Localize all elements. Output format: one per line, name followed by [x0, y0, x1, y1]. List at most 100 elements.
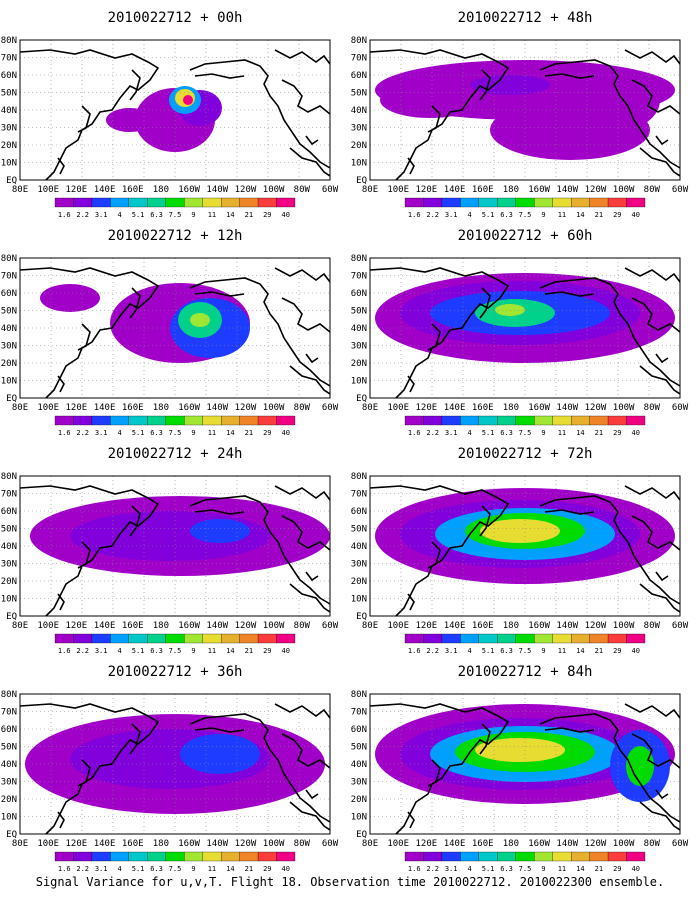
colorbar-swatch [54, 197, 74, 208]
lon-label: 120W [585, 403, 607, 413]
colorbar-swatch [147, 633, 166, 644]
lon-label: 80W [294, 839, 311, 849]
lat-label: EQ [6, 612, 17, 622]
colorbar-label: 21 [595, 647, 603, 655]
colorbar-swatch [110, 851, 129, 862]
colorbar-label: 9 [541, 647, 545, 655]
colorbar-swatch [128, 633, 148, 644]
contour-region [40, 284, 100, 312]
map-panel: 2010022712 + 72h 80N 70N 60N 50N 40N 30N 20N 10N… [351, 446, 689, 655]
colorbar-swatch [91, 633, 111, 644]
colorbar-swatch [552, 197, 572, 208]
lat-label: 40N [1, 324, 17, 334]
lon-label: 160W [178, 185, 200, 195]
panel-title: 2010022712 + 36h [108, 664, 243, 680]
colorbar-swatch [91, 197, 111, 208]
lon-label: 100W [263, 185, 285, 195]
lat-label: 20N [1, 141, 17, 151]
panel-title: 2010022712 + 72h [458, 446, 593, 462]
colorbar-label: 6.3 [500, 865, 513, 873]
panel-title: 2010022712 + 60h [458, 228, 593, 244]
colorbar: 1.6 2.2 3.1 4 5.1 6.3 7.5 9 11 14 21 29 40 [404, 633, 646, 655]
map-panel: 2010022712 + 36h 80N 70N 60N 50N 40N 30N 20N 10N… [1, 664, 339, 873]
colorbar-label: 7.5 [519, 865, 532, 873]
lat-label: 60N [351, 725, 367, 735]
lon-label: 80W [294, 621, 311, 631]
lat-label: 50N [351, 89, 367, 99]
lon-label: 60W [672, 185, 689, 195]
colorbar-label: 3.1 [445, 865, 458, 873]
colorbar-swatch [165, 633, 185, 644]
colorbar-swatch [607, 415, 627, 426]
lat-label: 60N [1, 725, 17, 735]
colorbar-label: 7.5 [519, 429, 532, 437]
colorbar-label: 9 [191, 647, 195, 655]
lon-label: 160W [528, 185, 550, 195]
lon-label: 180 [153, 403, 169, 413]
lon-label: 80E [12, 839, 28, 849]
lon-label: 160W [528, 403, 550, 413]
colorbar-swatch [515, 633, 535, 644]
colorbar-label: 7.5 [519, 211, 532, 219]
colorbar-label: 4 [468, 647, 472, 655]
colorbar-label: 1.6 [58, 865, 71, 873]
contour-region [626, 746, 654, 786]
colorbar-swatch [441, 633, 461, 644]
colorbar-swatch [571, 415, 590, 426]
colorbar-label: 9 [191, 865, 195, 873]
colorbar-swatch [128, 415, 148, 426]
lon-label: 80E [12, 185, 28, 195]
contour-region [380, 82, 480, 118]
lat-label: 30N [1, 560, 17, 570]
lat-label: 50N [351, 307, 367, 317]
map-panel: 2010022712 + 48h 80N 70N 60N 50N 40N 30N 20N 10N… [351, 10, 689, 219]
colorbar-swatch [534, 197, 553, 208]
lon-label: 120E [416, 621, 438, 631]
colorbar-swatch [239, 633, 259, 644]
colorbar: 1.6 2.2 3.1 4 5.1 6.3 7.5 9 11 14 21 29 40 [404, 197, 646, 219]
colorbar-swatch [147, 415, 166, 426]
colorbar-swatch [497, 851, 516, 862]
colorbar-label: 14 [576, 647, 584, 655]
lon-label: 80W [294, 403, 311, 413]
colorbar-label: 21 [595, 211, 603, 219]
lat-label: 80N [1, 690, 17, 700]
colorbar-label: 6.3 [500, 647, 513, 655]
colorbar: 1.6 2.2 3.1 4 5.1 6.3 7.5 9 11 14 21 29 40 [54, 415, 296, 437]
lat-label: 20N [1, 577, 17, 587]
colorbar-swatch [73, 633, 93, 644]
lon-label: 80W [644, 185, 661, 195]
lat-label: 40N [351, 542, 367, 552]
colorbar-swatch [571, 851, 590, 862]
colorbar: 1.6 2.2 3.1 4 5.1 6.3 7.5 9 11 14 21 29 40 [404, 851, 646, 873]
lat-label: EQ [6, 394, 17, 404]
lon-label: 140W [206, 185, 228, 195]
colorbar-swatch [221, 633, 240, 644]
lat-label: 40N [351, 324, 367, 334]
lon-label: 160E [122, 403, 144, 413]
colorbar-swatch [110, 197, 129, 208]
colorbar-swatch [202, 415, 222, 426]
colorbar-label: 2.2 [426, 647, 439, 655]
lon-label: 60W [322, 185, 339, 195]
colorbar-label: 21 [595, 429, 603, 437]
colorbar-label: 21 [245, 211, 253, 219]
lat-label: 80N [351, 36, 367, 46]
lat-label: 60N [1, 507, 17, 517]
colorbar-swatch [460, 197, 479, 208]
colorbar-label: 2.2 [76, 211, 89, 219]
colorbar-swatch [221, 415, 240, 426]
colorbar-swatch [276, 851, 296, 862]
colorbar-label: 1.6 [408, 865, 421, 873]
lat-label: 60N [351, 71, 367, 81]
lon-label: 140E [94, 185, 116, 195]
lat-label: 70N [351, 490, 367, 500]
lon-label: 100E [37, 621, 59, 631]
colorbar-label: 7.5 [169, 865, 182, 873]
colorbar-label: 11 [558, 211, 566, 219]
lat-label: 20N [1, 795, 17, 805]
lat-label: 80N [351, 690, 367, 700]
colorbar-label: 14 [226, 429, 234, 437]
colorbar-label: 40 [282, 647, 290, 655]
colorbar-label: 4 [118, 429, 122, 437]
